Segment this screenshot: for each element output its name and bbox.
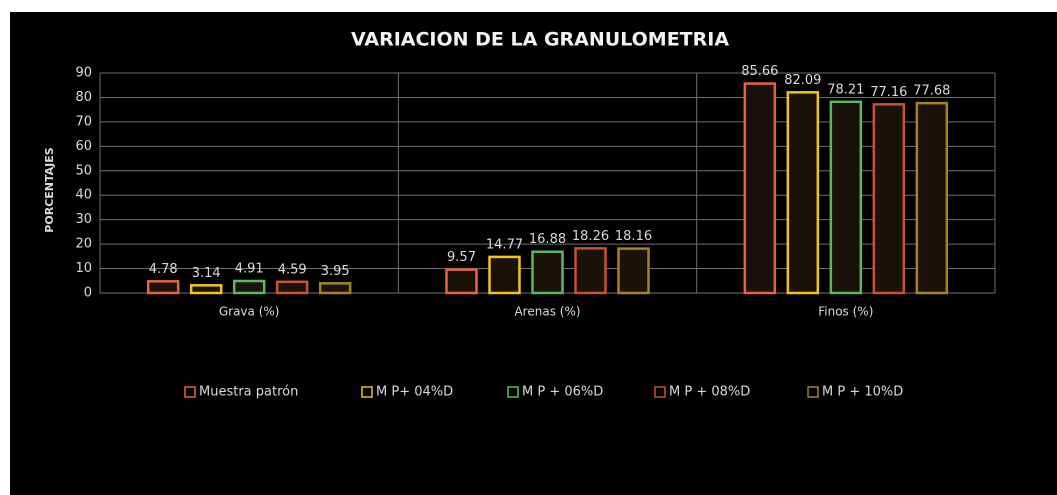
bar — [743, 82, 777, 295]
value-label: 18.26 — [572, 229, 609, 244]
bar — [232, 279, 266, 295]
y-tick-label: 0 — [84, 286, 92, 301]
bar — [829, 100, 863, 295]
legend-swatch — [184, 386, 196, 398]
bar — [488, 255, 521, 295]
legend-label: M P+ 04%D — [376, 385, 453, 400]
bar — [872, 103, 906, 295]
x-tick-label: Finos (%) — [818, 305, 873, 319]
value-label: 4.91 — [235, 261, 264, 276]
bar — [531, 250, 564, 295]
legend-label: Muestra patrón — [199, 385, 298, 400]
x-tick-label: Grava (%) — [219, 305, 280, 319]
legend-label: M P + 06%D — [522, 385, 603, 400]
value-label: 4.78 — [149, 262, 178, 277]
bar — [786, 91, 820, 295]
legend-swatch — [361, 386, 373, 398]
value-label: 9.57 — [447, 250, 476, 265]
legend-label: M P + 08%D — [669, 385, 750, 400]
value-label: 85.66 — [741, 64, 778, 79]
y-axis-label: PORCENTAJES — [43, 147, 56, 232]
value-label: 18.16 — [615, 229, 652, 244]
value-label: 14.77 — [486, 237, 523, 252]
bar — [617, 247, 650, 295]
y-tick-label: 90 — [75, 66, 92, 81]
bar — [275, 280, 309, 295]
y-tick-label: 20 — [75, 237, 92, 252]
value-label: 77.68 — [913, 84, 950, 99]
value-label: 3.95 — [321, 264, 350, 279]
bar — [189, 284, 223, 295]
x-tick-label: Arenas (%) — [514, 305, 580, 319]
value-label: 78.21 — [827, 82, 864, 97]
legend-swatch — [654, 386, 666, 398]
y-tick-label: 50 — [75, 163, 92, 178]
y-tick-label: 80 — [75, 90, 92, 105]
value-label: 82.09 — [784, 73, 821, 88]
bar — [146, 280, 180, 295]
y-tick-label: 60 — [75, 139, 92, 154]
chart-title: VARIACION DE LA GRANULOMETRIA — [351, 29, 729, 51]
bar — [574, 247, 607, 295]
bar — [445, 268, 478, 295]
legend-swatch — [507, 386, 519, 398]
y-tick-label: 10 — [75, 261, 92, 276]
legend-swatch — [807, 386, 819, 398]
bar — [318, 282, 352, 295]
value-label: 4.59 — [278, 262, 307, 277]
value-label: 16.88 — [529, 232, 566, 247]
value-label: 3.14 — [192, 266, 221, 281]
y-tick-label: 40 — [75, 188, 92, 203]
y-tick-label: 30 — [75, 212, 92, 227]
bar — [915, 101, 949, 295]
y-tick-label: 70 — [75, 114, 92, 129]
value-label: 77.16 — [870, 85, 907, 100]
legend-label: M P + 10%D — [822, 385, 903, 400]
